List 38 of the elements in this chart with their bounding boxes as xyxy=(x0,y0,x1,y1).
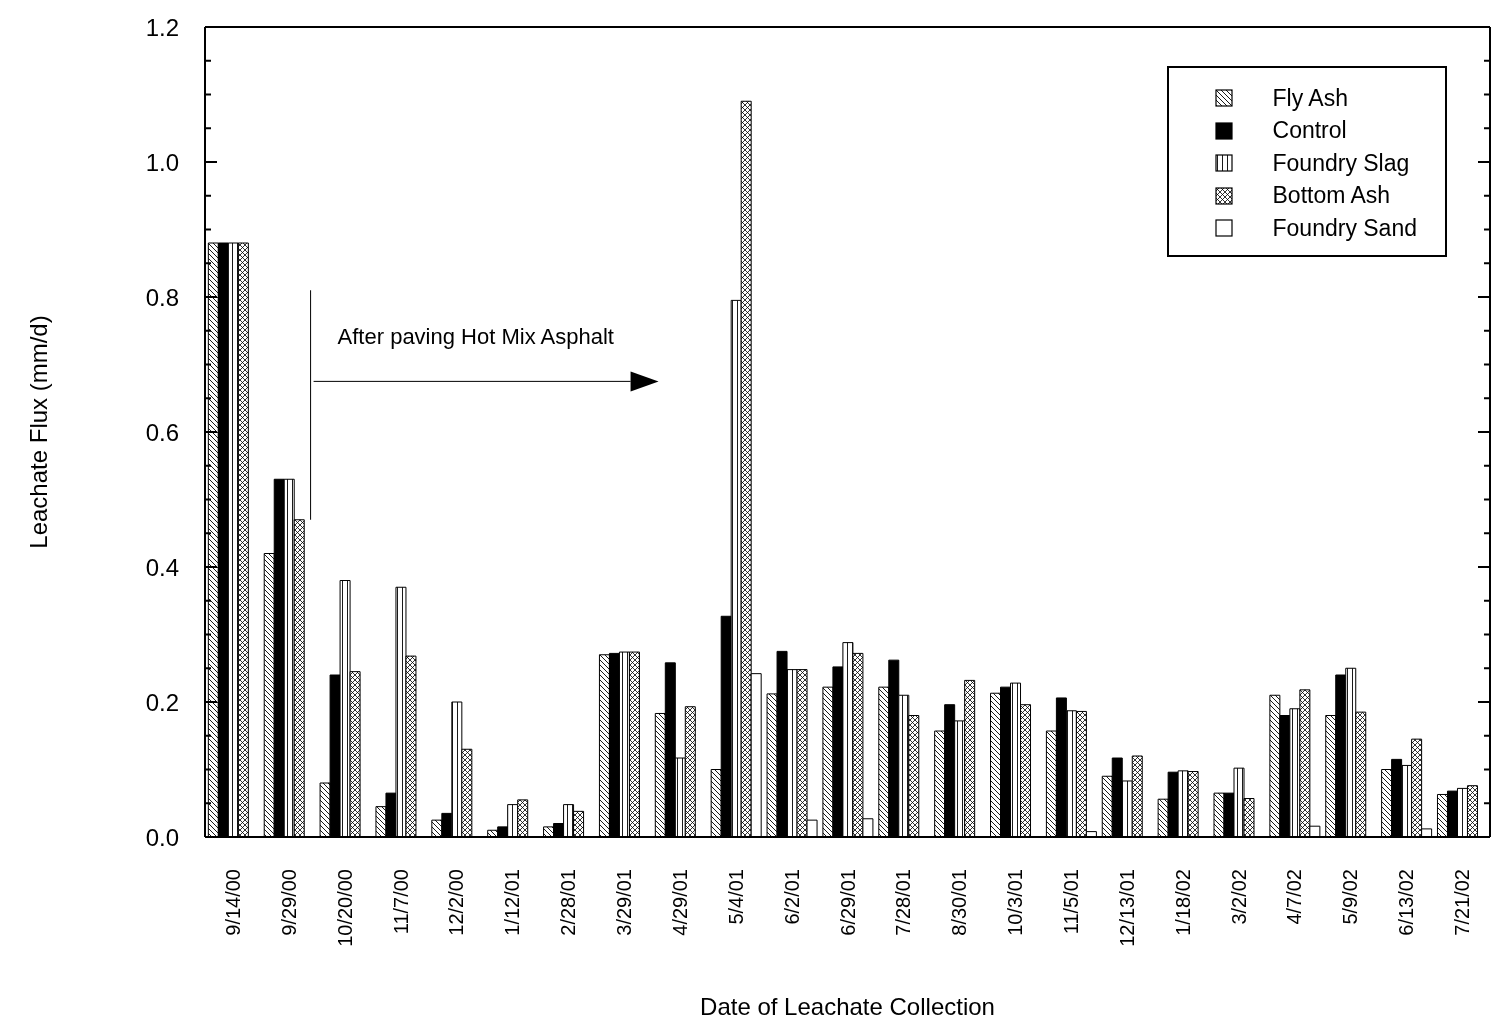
x-tick-label: 1/18/02 xyxy=(1171,869,1194,936)
y-tick-label: 0.8 xyxy=(145,283,179,311)
legend-label: Foundry Sand xyxy=(1272,214,1417,242)
x-tick-label: 7/28/01 xyxy=(892,869,915,936)
x-tick-label: 3/2/02 xyxy=(1227,869,1250,925)
x-tick-label: 6/2/01 xyxy=(780,869,803,925)
legend-label: Fly Ash xyxy=(1272,84,1348,112)
x-tick-label: 6/13/02 xyxy=(1395,869,1418,936)
x-tick-label: 8/30/01 xyxy=(948,869,971,936)
x-tick-label: 5/4/01 xyxy=(724,869,747,925)
y-tick-label: 1.0 xyxy=(145,148,179,176)
x-tick-label: 10/20/00 xyxy=(333,869,356,947)
legend-label: Control xyxy=(1272,117,1347,145)
x-tick-label: 10/3/01 xyxy=(1004,869,1027,936)
x-axis-title: Date of Leachate Collection xyxy=(700,993,995,1020)
x-tick-label: 9/14/00 xyxy=(221,869,244,936)
x-tick-label: 4/7/02 xyxy=(1283,869,1306,925)
x-tick-label: 5/9/02 xyxy=(1339,869,1362,925)
y-tick-label: 0.4 xyxy=(145,553,179,581)
x-tick-label: 1/12/01 xyxy=(501,869,524,936)
legend-label: Bottom Ash xyxy=(1272,182,1391,210)
y-tick-label: 0.0 xyxy=(145,823,179,851)
x-tick-label: 11/5/01 xyxy=(1059,869,1082,935)
y-axis-title: Leachate Flux (mm/d) xyxy=(24,315,52,549)
x-tick-label: 3/29/01 xyxy=(613,869,636,936)
y-tick-label: 0.6 xyxy=(145,418,179,446)
x-tick-label: 9/29/00 xyxy=(277,869,300,936)
x-tick-label: 11/7/00 xyxy=(389,869,412,935)
y-tick-label: 0.2 xyxy=(145,688,179,716)
x-tick-label: 4/29/01 xyxy=(668,869,691,936)
x-tick-label: 2/28/01 xyxy=(557,869,580,936)
x-tick-label: 12/13/01 xyxy=(1115,869,1138,947)
annotation: After paving Hot Mix Asphalt xyxy=(337,324,614,350)
y-tick-label: 1.2 xyxy=(145,13,179,41)
x-tick-label: 6/29/01 xyxy=(836,869,859,936)
x-tick-label: 12/2/00 xyxy=(445,869,468,936)
legend-label: Foundry Slag xyxy=(1272,149,1410,177)
x-tick-label: 7/21/02 xyxy=(1451,869,1474,936)
